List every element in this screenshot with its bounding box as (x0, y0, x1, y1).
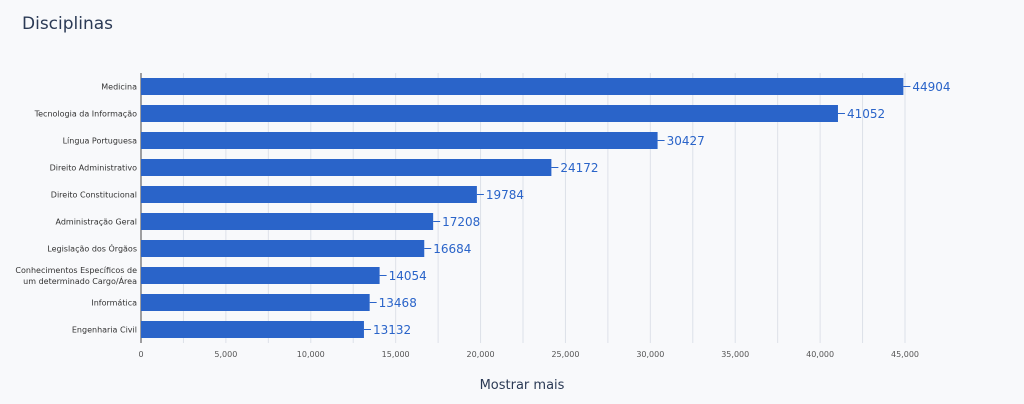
bar (141, 321, 364, 338)
x-tick-label: 25,000 (551, 350, 579, 359)
value-label: 19784 (486, 188, 524, 202)
value-label: 30427 (667, 134, 705, 148)
value-label: 16684 (433, 242, 471, 256)
bar (141, 186, 477, 203)
bar (141, 132, 658, 149)
x-tick-label: 30,000 (636, 350, 664, 359)
value-label: 41052 (847, 107, 885, 121)
x-tick-label: 45,000 (891, 350, 919, 359)
bar (141, 240, 425, 257)
x-tick-label: 15,000 (382, 350, 410, 359)
category-label: Língua Portuguesa (63, 137, 138, 146)
category-label: Administração Geral (56, 218, 138, 227)
category-label: Legislação dos Órgãos (47, 243, 137, 254)
value-label: 24172 (560, 161, 598, 175)
x-tick-label: 0 (138, 350, 143, 359)
x-tick-label: 5,000 (214, 350, 237, 359)
value-label: 14054 (389, 269, 427, 283)
bar (141, 213, 434, 230)
value-label: 17208 (442, 215, 480, 229)
x-tick-label: 10,000 (297, 350, 325, 359)
bar (141, 105, 838, 122)
category-label: Conhecimentos Específicos de um determina… (15, 266, 137, 286)
category-label: Direito Constitucional (51, 191, 137, 200)
page-title: Disciplinas (22, 14, 114, 34)
bar (141, 78, 904, 95)
x-tick-label: 20,000 (467, 350, 495, 359)
x-tick-label: 35,000 (721, 350, 749, 359)
category-label: Engenharia Civil (72, 326, 137, 335)
value-label: 13468 (379, 296, 417, 310)
category-label: Direito Administrativo (50, 164, 138, 173)
show-more-button[interactable]: Mostrar mais (479, 378, 565, 393)
bar (141, 267, 380, 284)
category-label: Medicina (101, 83, 137, 92)
bar (141, 294, 370, 311)
x-tick-label: 40,000 (806, 350, 834, 359)
value-label: 13132 (373, 323, 411, 337)
bar (141, 159, 552, 176)
category-label: Tecnologia da Informação (34, 110, 137, 119)
value-label: 44904 (912, 80, 950, 94)
category-label: Informática (91, 299, 137, 308)
